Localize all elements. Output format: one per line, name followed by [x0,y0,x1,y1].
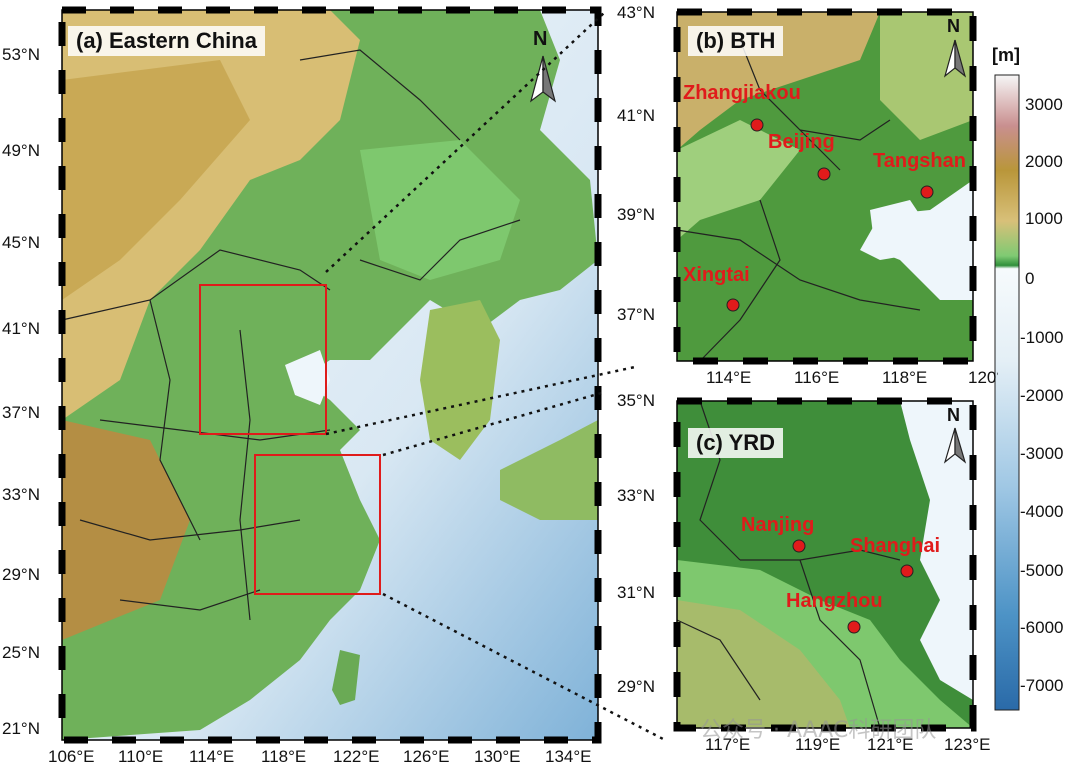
lon-label: 118°E [882,368,928,387]
colorbar-tick: -7000 [1020,676,1064,695]
colorbar-tick: 1000 [1025,209,1063,228]
lat-label: 37°N [617,305,655,324]
colorbar-tick: 2000 [1025,152,1063,171]
lat-label: 41°N [2,319,40,338]
panel-a-map [58,6,602,744]
watermark: 公众号 · AAAC科研团队 [700,718,937,743]
bth-box [199,284,327,435]
lat-label: 53°N [2,45,40,64]
lat-label: 25°N [2,643,40,662]
panel-c-title: (c) YRD [688,428,784,458]
colorbar-tick: -3000 [1020,444,1064,463]
colorbar-tick: 3000 [1025,95,1063,114]
lat-label: 45°N [2,233,40,252]
panel-b-title: (b) BTH [688,26,784,56]
lat-label: 31°N [617,583,655,602]
lat-label: 43°N [617,3,655,22]
lat-label: 39°N [617,205,655,224]
city-label-xingtai: Xingtai [683,264,750,286]
north-arrow-icon-b [943,39,967,78]
city-dot-zhangjiakou [750,118,764,132]
lon-label: 117°E [705,735,751,754]
lon-label: 114°E [189,747,235,766]
lat-label: 29°N [2,565,40,584]
lon-label: 134°E [545,747,592,766]
panel-b-map [673,8,977,365]
lon-label: 110°E [118,747,164,766]
colorbar-tick: -4000 [1020,502,1064,521]
lon-label: 118°E [261,747,307,766]
city-label-zhangjiakou: Zhangjiakou [683,82,801,104]
lat-label: 41°N [617,106,655,125]
lat-label: 49°N [2,141,40,160]
lat-label: 35°N [617,391,655,410]
yrd-box [254,454,381,595]
lon-label: 119°E [795,735,841,754]
north-label-b: N [947,16,960,36]
colorbar [994,74,1020,711]
colorbar-tick: 0 [1025,269,1035,288]
city-label-beijing: Beijing [768,131,835,153]
city-label-hangzhou: Hangzhou [786,590,883,612]
north-label-c: N [947,405,960,425]
connector-lines [325,11,666,742]
lon-label: 116°E [794,368,840,387]
lon-label: 122°E [333,747,380,766]
city-dot-shanghai [900,564,914,578]
city-dot-nanjing [792,539,806,553]
panel-c-map [673,397,977,732]
lat-label: 33°N [2,485,40,504]
city-label-shanghai: Shanghai [850,535,941,557]
north-arrow-icon-c [943,427,967,464]
lat-label: 37°N [2,403,40,422]
colorbar-unit: [m] [992,45,1020,65]
lon-label: 123°E [944,735,991,754]
city-label-nanjing: Nanjing [741,514,815,536]
city-dot-beijing [817,167,831,181]
lat-label: 21°N [2,719,40,738]
north-label-a: N [533,28,548,50]
lon-label: 120°E [968,368,998,387]
city-dot-tangshan [920,185,934,199]
lat-label: 29°N [617,677,655,696]
lon-label: 126°E [403,747,450,766]
colorbar-tick: -5000 [1020,561,1064,580]
lon-label: 130°E [474,747,521,766]
city-dot-xingtai [726,298,740,312]
lon-label: 114°E [706,368,752,387]
lon-label: 121°E [867,735,914,754]
city-dot-hangzhou [847,620,861,634]
colorbar-tick: -6000 [1020,618,1064,637]
north-arrow-icon-a [529,55,557,103]
lat-label: 33°N [617,486,655,505]
city-label-tangshan: Tangshan [873,150,966,172]
colorbar-tick: -2000 [1020,386,1064,405]
panel-a-title: (a) Eastern China [68,26,265,56]
lon-label: 106°E [48,747,95,766]
colorbar-tick: -1000 [1020,328,1064,347]
